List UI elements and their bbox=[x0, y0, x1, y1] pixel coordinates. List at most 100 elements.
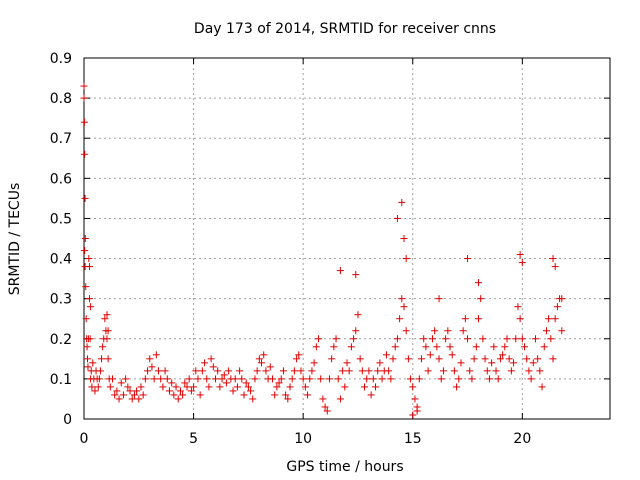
data-point bbox=[321, 403, 329, 411]
data-point bbox=[128, 395, 136, 403]
data-point bbox=[391, 343, 399, 351]
data-point bbox=[222, 379, 230, 387]
data-point bbox=[551, 315, 559, 323]
data-point bbox=[413, 407, 421, 415]
data-point bbox=[174, 395, 182, 403]
data-point bbox=[203, 375, 211, 383]
data-point bbox=[293, 355, 301, 363]
data-point bbox=[341, 383, 349, 391]
data-point bbox=[387, 375, 395, 383]
data-point bbox=[409, 383, 417, 391]
data-point bbox=[376, 359, 384, 367]
data-point bbox=[448, 351, 456, 359]
data-point bbox=[190, 383, 198, 391]
data-point bbox=[492, 367, 500, 375]
data-point bbox=[225, 367, 233, 375]
data-point bbox=[505, 355, 513, 363]
data-point bbox=[103, 335, 111, 343]
data-point bbox=[378, 375, 386, 383]
data-point bbox=[510, 359, 518, 367]
x-tick-label: 5 bbox=[189, 431, 198, 447]
data-point bbox=[81, 247, 89, 255]
y-tick-label: 0.8 bbox=[50, 91, 72, 107]
data-point bbox=[558, 295, 566, 303]
data-point bbox=[286, 383, 294, 391]
data-point bbox=[518, 335, 526, 343]
data-point bbox=[253, 367, 261, 375]
data-point bbox=[271, 391, 279, 399]
data-point bbox=[475, 279, 482, 287]
data-point bbox=[531, 335, 539, 343]
data-point bbox=[369, 375, 377, 383]
data-point bbox=[130, 391, 138, 399]
data-point bbox=[258, 359, 266, 367]
y-tick-label: 0.4 bbox=[50, 252, 72, 268]
data-point bbox=[87, 303, 95, 311]
data-point bbox=[396, 315, 404, 323]
data-point bbox=[479, 335, 487, 343]
data-point bbox=[518, 259, 526, 267]
data-point bbox=[168, 379, 176, 387]
data-point bbox=[439, 367, 447, 375]
data-point bbox=[363, 375, 371, 383]
data-point bbox=[352, 327, 360, 335]
data-point bbox=[194, 375, 202, 383]
data-point bbox=[111, 391, 119, 399]
data-point bbox=[553, 303, 561, 311]
data-point bbox=[299, 375, 307, 383]
data-point bbox=[402, 255, 410, 263]
data-point bbox=[155, 367, 163, 375]
data-point bbox=[139, 391, 147, 399]
data-point bbox=[398, 295, 406, 303]
data-point bbox=[255, 355, 263, 363]
data-point bbox=[402, 327, 410, 335]
data-point bbox=[475, 315, 482, 323]
data-point bbox=[393, 335, 401, 343]
data-point bbox=[295, 351, 303, 359]
data-point bbox=[108, 375, 116, 383]
data-point bbox=[400, 235, 408, 242]
y-tick-label: 0.5 bbox=[50, 211, 72, 227]
y-axis-label: SRMTID / TECUs bbox=[7, 183, 23, 296]
data-point bbox=[218, 375, 226, 383]
data-point bbox=[82, 283, 90, 291]
data-point bbox=[551, 263, 559, 271]
data-point bbox=[538, 383, 546, 391]
data-point bbox=[542, 327, 550, 335]
data-point bbox=[201, 359, 209, 367]
data-point bbox=[179, 391, 187, 399]
data-point bbox=[339, 367, 347, 375]
data-point bbox=[483, 367, 491, 375]
data-point bbox=[159, 383, 167, 391]
data-point bbox=[350, 335, 358, 343]
data-point bbox=[332, 335, 340, 343]
x-axis-label: GPS time / hours bbox=[286, 459, 403, 475]
data-point bbox=[371, 383, 379, 391]
data-point bbox=[382, 351, 390, 359]
data-point bbox=[150, 375, 158, 383]
data-point bbox=[146, 355, 154, 363]
data-point bbox=[282, 391, 290, 399]
data-point bbox=[310, 359, 318, 367]
data-point bbox=[352, 271, 360, 279]
data-point bbox=[279, 367, 287, 375]
data-point bbox=[521, 343, 529, 351]
data-point bbox=[192, 367, 200, 375]
data-point bbox=[422, 343, 430, 351]
data-point bbox=[277, 375, 285, 383]
data-point bbox=[358, 367, 366, 375]
y-tick-label: 0 bbox=[63, 412, 72, 428]
data-points bbox=[80, 82, 566, 419]
data-point bbox=[83, 343, 91, 351]
data-point bbox=[464, 255, 472, 263]
data-point bbox=[330, 343, 338, 351]
y-tick-label: 0.3 bbox=[50, 292, 72, 308]
data-point bbox=[96, 367, 104, 375]
data-point bbox=[444, 327, 452, 335]
data-point bbox=[428, 335, 436, 343]
data-point bbox=[144, 367, 152, 375]
y-tick-label: 0.6 bbox=[50, 171, 72, 187]
data-point bbox=[437, 375, 445, 383]
data-point bbox=[328, 355, 336, 363]
data-point bbox=[540, 343, 548, 351]
